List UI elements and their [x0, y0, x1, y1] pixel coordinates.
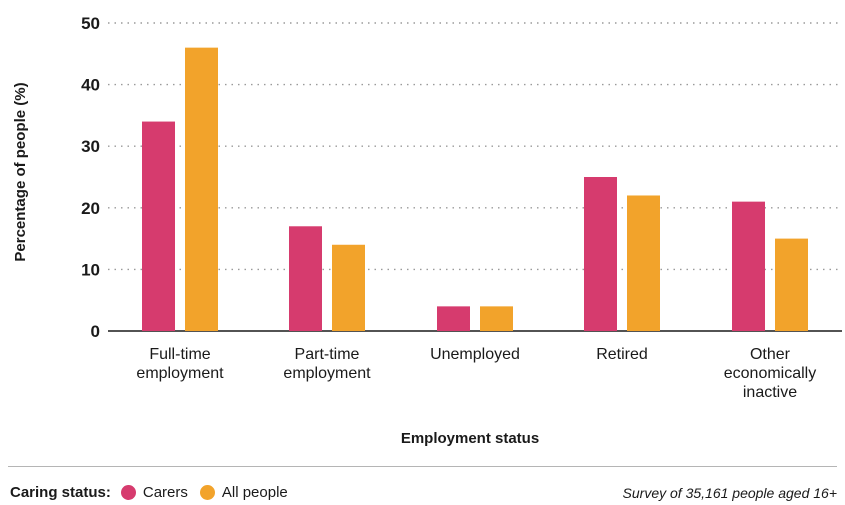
y-tick-label: 50: [81, 14, 100, 33]
source-note: Survey of 35,161 people aged 16+: [622, 485, 837, 501]
x-tick-label: Full-time employment: [136, 346, 224, 382]
y-tick-label: 0: [91, 322, 100, 341]
bar-carers: [142, 121, 175, 331]
y-tick-label: 20: [81, 199, 100, 218]
x-tick-label: Unemployed: [430, 346, 520, 363]
legend-item-carers: Carers: [120, 484, 188, 501]
bar-carers: [437, 306, 470, 331]
legend-label-all-people: All people: [221, 484, 288, 501]
x-tick-label: Other economically inactive: [724, 346, 816, 401]
legend: Caring status: Carers All people: [10, 484, 300, 501]
x-axis-title: Employment status: [401, 430, 539, 447]
legend-title: Caring status:: [10, 484, 111, 501]
x-tick-label: Part-time employment: [283, 346, 371, 382]
bar-all-people: [332, 244, 365, 331]
bar-carers: [732, 201, 765, 331]
y-tick-label: 40: [81, 76, 100, 95]
bar-all-people: [627, 195, 660, 331]
legend-swatch-all-people: [199, 485, 215, 500]
bar-all-people: [775, 238, 808, 331]
y-tick-label: 30: [81, 137, 100, 156]
bar-all-people: [480, 306, 513, 331]
legend-label-carers: Carers: [142, 484, 188, 501]
y-axis-title: Percentage of people (%): [12, 82, 29, 261]
bar-all-people: [185, 47, 218, 331]
bar-carers: [584, 177, 617, 331]
legend-swatch-carers: [120, 485, 136, 500]
legend-divider: [8, 466, 837, 467]
x-tick-label: Retired: [596, 346, 648, 363]
bar-carers: [289, 226, 322, 331]
bar-chart: 0 10 20 30 40 50 Full-time employment Part-time e…: [12, 14, 842, 447]
legend-item-all-people: All people: [199, 484, 288, 501]
y-tick-label: 10: [81, 260, 100, 279]
